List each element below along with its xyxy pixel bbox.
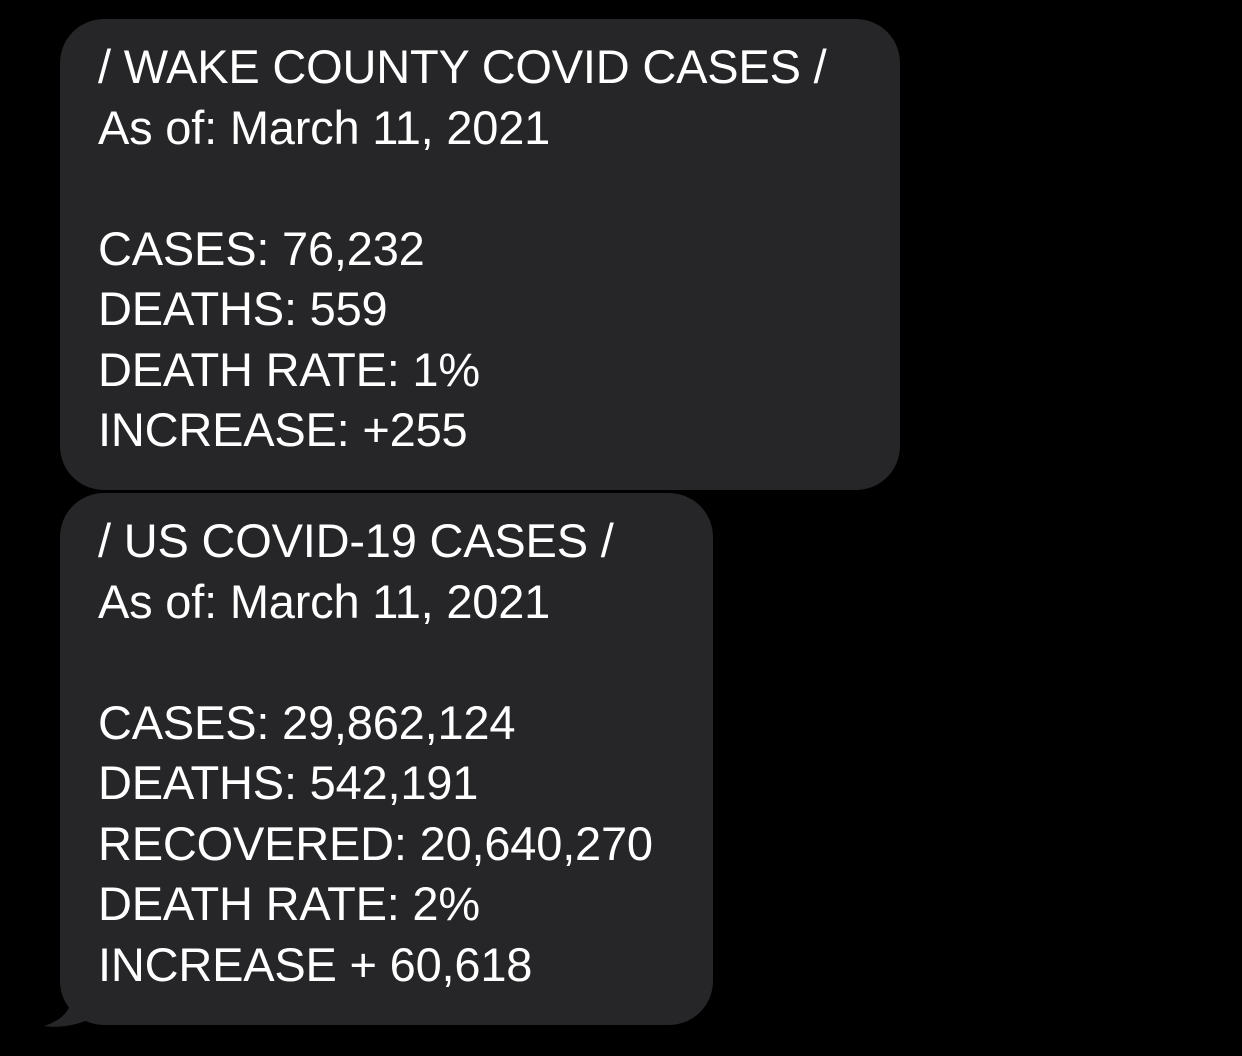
stat-recovered: RECOVERED: 20,640,270 xyxy=(98,816,653,870)
stat-increase: INCREASE: +255 xyxy=(98,403,468,456)
message-bubble-us[interactable]: / US COVID-19 CASES / As of: March 11, 2… xyxy=(60,493,713,1025)
stat-deaths: DEATHS: 542,191 xyxy=(98,756,479,809)
message-title: / US COVID-19 CASES / xyxy=(98,514,614,567)
message-title: / WAKE COUNTY COVID CASES / xyxy=(98,40,827,93)
blank-line xyxy=(98,632,677,693)
message-date: As of: March 11, 2021 xyxy=(98,100,551,154)
message-date: As of: March 11, 2021 xyxy=(98,574,551,628)
stat-death-rate: DEATH RATE: 1% xyxy=(98,342,480,396)
blank-line xyxy=(98,158,864,219)
message-bubble-wake-county[interactable]: / WAKE COUNTY COVID CASES / As of: March… xyxy=(60,19,900,490)
bubble-tail-icon xyxy=(44,975,102,1027)
stat-cases: CASES: 29,862,124 xyxy=(98,695,516,749)
stat-death-rate: DEATH RATE: 2% xyxy=(98,877,480,930)
stat-deaths: DEATHS: 559 xyxy=(98,282,388,335)
stat-increase: INCREASE + 60,618 xyxy=(98,937,533,991)
stat-cases: CASES: 76,232 xyxy=(98,221,425,275)
